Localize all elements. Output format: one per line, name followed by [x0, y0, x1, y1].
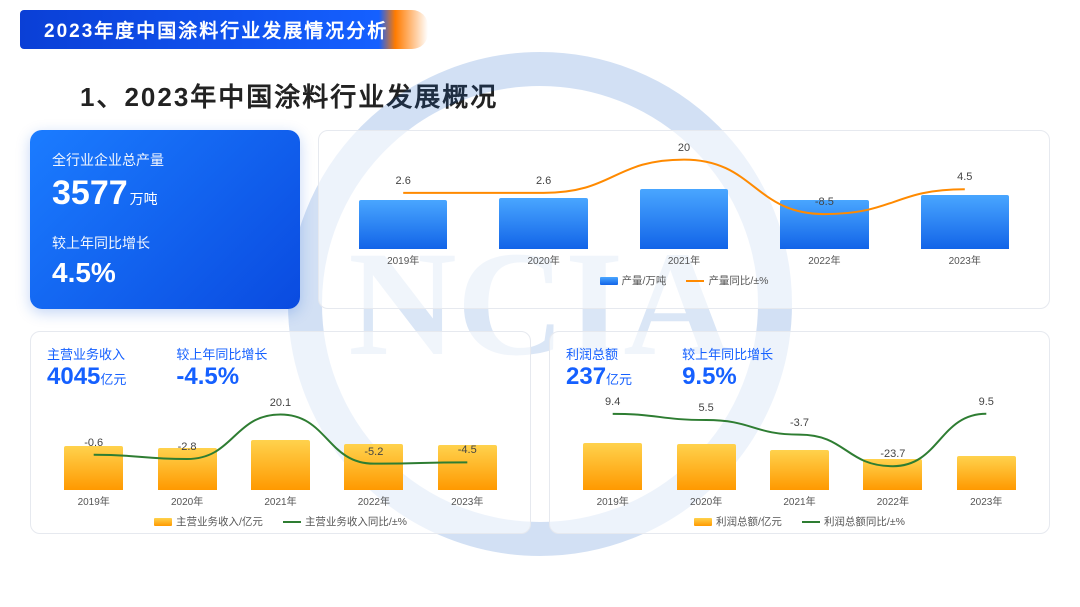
panel-profit: 利润总额 237亿元 较上年同比增长 9.5% 2019年2020年2021年2…	[549, 331, 1050, 534]
legend-left: 主营业务收入/亿元 主营业务收入同比/±%	[47, 514, 514, 529]
profit-yoy-label: 较上年同比增长	[682, 344, 773, 363]
chart-production: 2019年2020年2021年2022年2023年2.62.620-8.54.5…	[318, 130, 1050, 309]
page-header: 2023年度中国涂料行业发展情况分析	[20, 10, 428, 49]
kpi-value-1: 3577万吨	[52, 174, 278, 213]
profit-yoy-value: 9.5%	[682, 363, 773, 391]
section-title: 1、2023年中国涂料行业发展概况	[80, 77, 1080, 114]
kpi-card-production: 全行业企业总产量 3577万吨 较上年同比增长 4.5%	[30, 130, 300, 309]
profit-label: 利润总额	[566, 344, 632, 363]
kpi-value-2: 4.5%	[52, 257, 278, 289]
panel-revenue: 主营业务收入 4045亿元 较上年同比增长 -4.5% 2019年2020年20…	[30, 331, 531, 534]
rev-yoy-value: -4.5%	[176, 363, 267, 391]
rev-label: 主营业务收入	[47, 344, 126, 363]
rev-yoy-label: 较上年同比增长	[176, 344, 267, 363]
page-header-title: 2023年度中国涂料行业发展情况分析	[44, 16, 388, 43]
legend-right: 利润总额/亿元 利润总额同比/±%	[566, 514, 1033, 529]
kpi-label-2: 较上年同比增长	[52, 233, 278, 253]
content: 全行业企业总产量 3577万吨 较上年同比增长 4.5% 2019年2020年2…	[0, 130, 1080, 534]
legend-top: 产量/万吨 产量同比/±%	[333, 273, 1035, 288]
kpi-label-1: 全行业企业总产量	[52, 150, 278, 170]
rev-value: 4045亿元	[47, 363, 126, 391]
profit-value: 237亿元	[566, 363, 632, 391]
